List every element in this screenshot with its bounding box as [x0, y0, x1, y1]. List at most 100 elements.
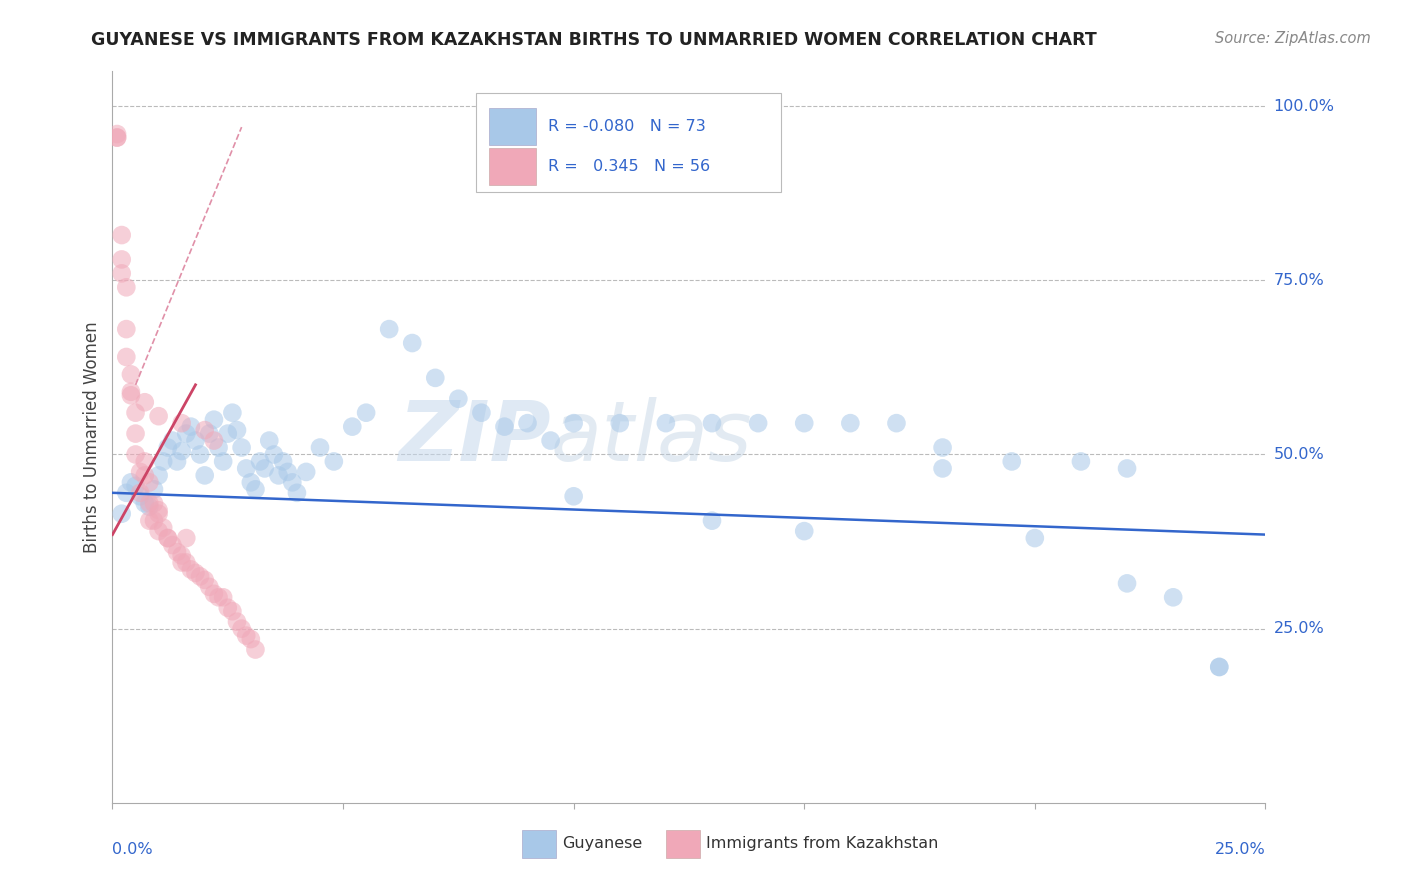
- Point: [231, 441, 253, 455]
- Point: [540, 434, 562, 448]
- Point: [1208, 660, 1230, 674]
- Point: [134, 395, 156, 409]
- Point: [239, 632, 262, 646]
- Point: [1001, 454, 1024, 468]
- Point: [148, 409, 170, 424]
- Point: [516, 416, 538, 430]
- Point: [129, 489, 152, 503]
- Point: [184, 434, 207, 448]
- Text: GUYANESE VS IMMIGRANTS FROM KAZAKHSTAN BIRTHS TO UNMARRIED WOMEN CORRELATION CHA: GUYANESE VS IMMIGRANTS FROM KAZAKHSTAN B…: [91, 31, 1097, 49]
- Point: [138, 514, 160, 528]
- Point: [700, 416, 723, 430]
- Point: [148, 468, 170, 483]
- Point: [447, 392, 470, 406]
- Point: [134, 468, 156, 483]
- Point: [111, 228, 134, 243]
- Point: [839, 416, 862, 430]
- Point: [295, 465, 318, 479]
- Point: [655, 416, 678, 430]
- Point: [253, 461, 276, 475]
- Point: [271, 454, 294, 468]
- Point: [207, 441, 229, 455]
- Point: [198, 426, 221, 441]
- Point: [115, 485, 138, 500]
- Point: [1116, 576, 1139, 591]
- Point: [188, 448, 211, 462]
- Point: [194, 468, 217, 483]
- Point: [152, 454, 174, 468]
- Point: [184, 566, 207, 580]
- Point: [212, 454, 235, 468]
- Point: [120, 368, 142, 382]
- Point: [156, 531, 179, 545]
- Text: 25.0%: 25.0%: [1274, 621, 1324, 636]
- Point: [170, 444, 193, 458]
- Point: [143, 483, 166, 497]
- Point: [277, 465, 299, 479]
- Point: [115, 322, 138, 336]
- Point: [309, 441, 332, 455]
- Point: [281, 475, 304, 490]
- Point: [470, 406, 492, 420]
- Point: [124, 479, 146, 493]
- Point: [249, 454, 271, 468]
- Point: [138, 500, 160, 514]
- Point: [162, 434, 184, 448]
- FancyBboxPatch shape: [489, 148, 536, 185]
- Text: 50.0%: 50.0%: [1274, 447, 1324, 462]
- Text: ZIP: ZIP: [398, 397, 551, 477]
- Text: Source: ZipAtlas.com: Source: ZipAtlas.com: [1215, 31, 1371, 46]
- Point: [239, 475, 262, 490]
- Point: [1208, 660, 1230, 674]
- Point: [170, 556, 193, 570]
- Point: [105, 130, 128, 145]
- Point: [170, 549, 193, 563]
- Point: [494, 419, 516, 434]
- Point: [245, 483, 267, 497]
- Point: [931, 441, 953, 455]
- Point: [120, 388, 142, 402]
- Point: [111, 266, 134, 280]
- Point: [793, 524, 815, 538]
- Point: [174, 531, 197, 545]
- Point: [138, 475, 160, 490]
- Point: [180, 562, 202, 576]
- Text: R =   0.345   N = 56: R = 0.345 N = 56: [548, 159, 710, 174]
- Point: [285, 485, 308, 500]
- Text: Immigrants from Kazakhstan: Immigrants from Kazakhstan: [706, 837, 939, 851]
- Text: 0.0%: 0.0%: [112, 842, 153, 856]
- Point: [263, 448, 285, 462]
- Point: [793, 416, 815, 430]
- Point: [235, 461, 257, 475]
- Point: [143, 496, 166, 510]
- Point: [166, 545, 188, 559]
- Point: [156, 531, 179, 545]
- Point: [124, 406, 146, 420]
- Point: [212, 591, 235, 605]
- FancyBboxPatch shape: [522, 830, 557, 858]
- Point: [174, 426, 197, 441]
- Point: [124, 448, 146, 462]
- Point: [180, 419, 202, 434]
- Text: 25.0%: 25.0%: [1215, 842, 1265, 856]
- Point: [134, 496, 156, 510]
- Point: [134, 454, 156, 468]
- Point: [1116, 461, 1139, 475]
- Point: [700, 514, 723, 528]
- Point: [194, 423, 217, 437]
- Point: [931, 461, 953, 475]
- Point: [245, 642, 267, 657]
- Text: 100.0%: 100.0%: [1274, 99, 1334, 113]
- Point: [747, 416, 769, 430]
- Point: [267, 468, 290, 483]
- Point: [156, 441, 179, 455]
- Point: [202, 412, 225, 426]
- Y-axis label: Births to Unmarried Women: Births to Unmarried Women: [83, 321, 101, 553]
- Point: [152, 521, 174, 535]
- Point: [207, 591, 229, 605]
- Point: [148, 503, 170, 517]
- Text: atlas: atlas: [551, 397, 752, 477]
- Point: [105, 130, 128, 145]
- Point: [148, 507, 170, 521]
- Text: 75.0%: 75.0%: [1274, 273, 1324, 288]
